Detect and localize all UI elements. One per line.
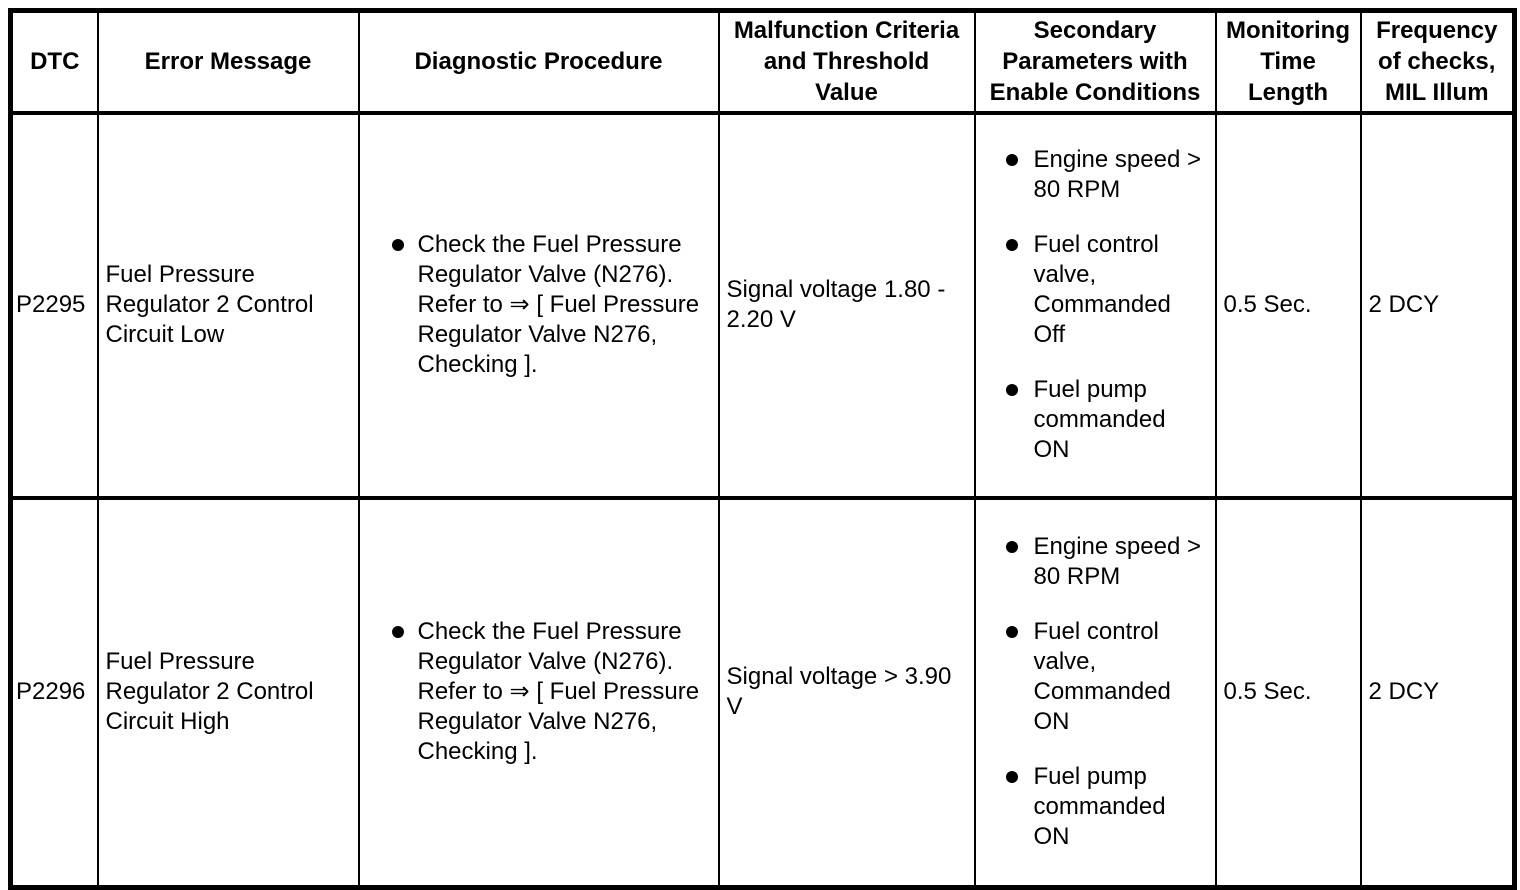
column-header-frequency: Frequency of checks, MIL Illum bbox=[1359, 9, 1516, 115]
column-header-monitoring-time: Monitoring Time Length bbox=[1214, 9, 1362, 115]
secondary-parameters-cell: Engine speed > 80 RPM Fuel control valve… bbox=[973, 111, 1217, 500]
list-item: Engine speed > 80 RPM bbox=[978, 145, 1213, 205]
bullet-icon bbox=[1005, 154, 1018, 166]
frequency-cell: 2 DCY bbox=[1359, 496, 1516, 889]
monitoring-time-cell: 0.5 Sec. bbox=[1214, 496, 1362, 889]
column-header-malfunction-criteria: Malfunction Criteria and Threshold Value bbox=[717, 9, 976, 115]
diagnostic-step: Check the Fuel Pressure Regulator Valve … bbox=[417, 231, 700, 378]
frequency-cell: 2 DCY bbox=[1359, 111, 1516, 500]
secondary-parameter: Engine speed > 80 RPM bbox=[1033, 146, 1201, 203]
bullet-icon bbox=[1005, 541, 1018, 554]
column-header-secondary-parameters: Secondary Parameters with Enable Conditi… bbox=[973, 9, 1217, 115]
bullet-icon bbox=[1005, 239, 1018, 251]
malfunction-criteria-cell: Signal voltage 1.80 - 2.20 V bbox=[717, 111, 976, 500]
bullet-icon bbox=[1005, 626, 1018, 639]
list-item: Check the Fuel Pressure Regulator Valve … bbox=[362, 617, 716, 767]
column-header-diagnostic-procedure: Diagnostic Procedure bbox=[357, 9, 720, 115]
list-item: Fuel control valve, Commanded Off bbox=[978, 230, 1213, 350]
secondary-parameter: Engine speed > 80 RPM bbox=[1033, 533, 1201, 591]
list-item: Check the Fuel Pressure Regulator Valve … bbox=[362, 230, 716, 380]
diagnostic-step: Check the Fuel Pressure Regulator Valve … bbox=[417, 618, 700, 766]
list-item: Fuel control valve, Commanded ON bbox=[978, 617, 1213, 737]
secondary-parameter: Fuel control valve, Commanded Off bbox=[1033, 231, 1171, 348]
dtc-cell: P2295 bbox=[9, 111, 99, 500]
bullet-icon bbox=[391, 239, 404, 251]
dtc-table: DTC Error Message Diagnostic Procedure M… bbox=[8, 8, 1517, 890]
malfunction-criteria-cell: Signal voltage > 3.90 V bbox=[717, 496, 976, 889]
bullet-icon bbox=[1005, 771, 1018, 784]
dtc-cell: P2296 bbox=[9, 496, 99, 889]
table-row: P2295 Fuel Pressure Regulator 2 Control … bbox=[9, 111, 1516, 500]
column-header-error-message: Error Message bbox=[96, 9, 360, 115]
header-row: DTC Error Message Diagnostic Procedure M… bbox=[9, 9, 1516, 115]
table-header: DTC Error Message Diagnostic Procedure M… bbox=[9, 9, 1516, 115]
list-item: Fuel pump commanded ON bbox=[978, 375, 1213, 465]
diagnostic-procedure-cell: Check the Fuel Pressure Regulator Valve … bbox=[357, 111, 720, 500]
bullet-icon bbox=[391, 626, 404, 639]
secondary-parameter: Fuel pump commanded ON bbox=[1033, 763, 1166, 851]
monitoring-time-cell: 0.5 Sec. bbox=[1214, 111, 1362, 500]
error-message-cell: Fuel Pressure Regulator 2 Control Circui… bbox=[96, 111, 360, 500]
list-item: Fuel pump commanded ON bbox=[978, 762, 1213, 852]
secondary-parameter: Fuel control valve, Commanded ON bbox=[1033, 618, 1171, 736]
secondary-parameters-cell: Engine speed > 80 RPM Fuel control valve… bbox=[973, 496, 1217, 889]
diagnostic-procedure-cell: Check the Fuel Pressure Regulator Valve … bbox=[357, 496, 720, 889]
list-item: Engine speed > 80 RPM bbox=[978, 532, 1213, 592]
error-message-cell: Fuel Pressure Regulator 2 Control Circui… bbox=[96, 496, 360, 889]
secondary-parameter: Fuel pump commanded ON bbox=[1033, 376, 1166, 463]
table-row: P2296 Fuel Pressure Regulator 2 Control … bbox=[9, 496, 1516, 889]
column-header-dtc: DTC bbox=[9, 9, 99, 115]
bullet-icon bbox=[1005, 384, 1018, 396]
